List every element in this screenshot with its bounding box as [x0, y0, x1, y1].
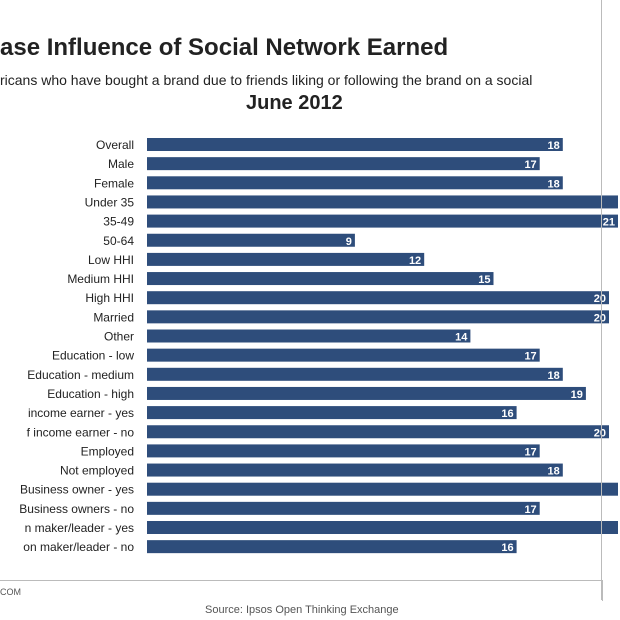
category-label-3: Under 35: [85, 195, 135, 209]
value-label-0: 18: [548, 140, 560, 152]
value-label-7: 15: [478, 274, 490, 286]
value-label-14: 16: [501, 408, 513, 420]
bar-20: [147, 521, 618, 534]
bar-chart: Overall 18 Male 17 Female 18 Under 35 35-49 21 50…: [19, 138, 618, 554]
category-label-5: 50-64: [103, 234, 134, 248]
value-label-13: 19: [571, 389, 583, 401]
category-label-10: Other: [104, 330, 134, 344]
bar-8: [147, 291, 609, 305]
category-label-4: 35-49: [103, 215, 134, 229]
bar-5: [147, 233, 355, 247]
category-label-16: Employed: [81, 444, 134, 458]
bar-13: [147, 386, 586, 400]
category-label-6: Low HHI: [88, 253, 134, 267]
value-label-21: 16: [501, 542, 513, 554]
value-label-19: 17: [524, 504, 536, 516]
bar-4: [147, 214, 618, 228]
category-label-11: Education - low: [52, 349, 134, 363]
category-label-13: Education - high: [47, 387, 134, 401]
category-label-2: Female: [94, 176, 134, 190]
chart-source: Source: Ipsos Open Thinking Exchange: [205, 604, 399, 616]
category-label-12: Education - medium: [27, 368, 134, 382]
category-label-0: Overall: [96, 138, 134, 152]
bar-0: [147, 138, 563, 151]
bar-12: [147, 367, 563, 381]
bar-15: [147, 425, 609, 439]
value-label-5: 9: [346, 236, 352, 248]
value-label-10: 14: [455, 332, 468, 344]
value-label-11: 17: [524, 351, 536, 363]
category-label-20: n maker/leader - yes: [25, 521, 134, 535]
category-label-8: High HHI: [85, 291, 134, 305]
category-label-15: f income earner - no: [27, 425, 135, 439]
value-label-16: 17: [524, 446, 536, 458]
value-label-17: 18: [548, 466, 560, 478]
chart-date: June 2012: [246, 92, 343, 114]
category-label-17: Not employed: [60, 464, 134, 478]
bar-3: [147, 195, 618, 209]
value-label-15: 20: [594, 427, 606, 439]
category-label-9: Married: [93, 310, 134, 324]
bar-10: [147, 329, 471, 343]
chart-subtitle: ricans who have bought a brand due to fr…: [0, 72, 533, 88]
category-label-7: Medium HHI: [67, 272, 134, 286]
value-label-9: 20: [594, 312, 606, 324]
bar-2: [147, 176, 563, 190]
value-label-1: 17: [524, 159, 536, 171]
bar-17: [147, 463, 563, 477]
footer-brand-fragment: COM: [0, 587, 21, 597]
bar-18: [147, 482, 618, 496]
category-label-14: income earner - yes: [28, 406, 134, 420]
bar-1: [147, 157, 540, 171]
value-label-6: 12: [409, 255, 421, 267]
chart-title: ase Influence of Social Network Earned: [0, 34, 449, 61]
category-label-18: Business owner - yes: [20, 483, 134, 497]
category-label-21: on maker/leader - no: [23, 540, 134, 554]
value-label-12: 18: [548, 370, 560, 382]
value-label-4: 21: [603, 217, 615, 229]
bar-11: [147, 348, 540, 362]
category-label-19: Business owners - no: [19, 502, 134, 516]
bar-7: [147, 272, 494, 286]
value-label-2: 18: [548, 178, 560, 190]
bar-14: [147, 406, 517, 420]
frame-right-border: [601, 0, 602, 600]
bar-6: [147, 252, 425, 266]
category-label-1: Male: [108, 157, 134, 171]
bar-21: [147, 540, 517, 554]
bar-9: [147, 310, 609, 324]
value-label-8: 20: [594, 293, 606, 305]
chart-frame-bottom: [0, 580, 603, 601]
bar-19: [147, 501, 540, 515]
bar-16: [147, 444, 540, 458]
